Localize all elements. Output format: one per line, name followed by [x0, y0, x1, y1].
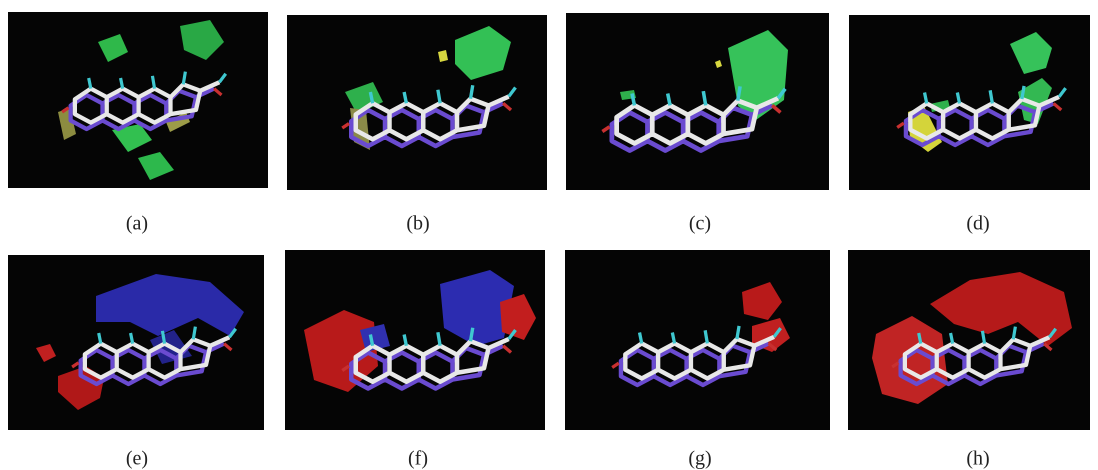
figure: (a) (b) (c) (d) (e) (f) (g) (h): [0, 0, 1098, 470]
panel-g: [565, 250, 830, 430]
panel-h: [848, 250, 1090, 430]
panel-c: [566, 13, 829, 190]
panel-label: (b): [406, 213, 429, 235]
panel-d: [849, 15, 1090, 190]
panel-label: (e): [126, 448, 148, 470]
panel-label: (h): [966, 448, 989, 470]
panel-f: [285, 250, 545, 430]
panel-label: (d): [966, 213, 989, 235]
panel-b: [287, 15, 547, 190]
panel-label: (f): [408, 448, 428, 470]
panel-label: (c): [689, 213, 711, 235]
panel-e: [8, 255, 264, 430]
panel-a: [8, 12, 268, 188]
panel-label: (a): [126, 213, 148, 235]
panel-label: (g): [688, 448, 711, 470]
